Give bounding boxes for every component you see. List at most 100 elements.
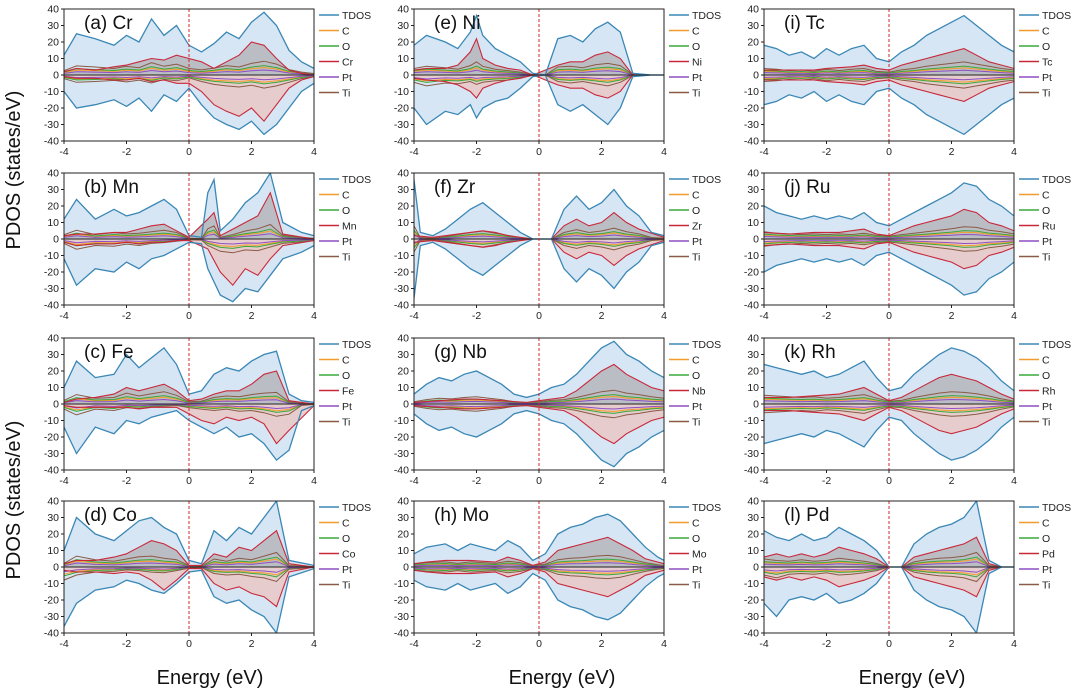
y-tick-label: -30 — [744, 448, 759, 460]
y-tick-label: 40 — [747, 496, 759, 508]
legend-label: Ni — [692, 57, 702, 69]
x-tick-label: -4 — [409, 310, 418, 322]
o-pdos-line-up — [764, 65, 1014, 74]
metal-pdos-line-down — [64, 240, 314, 287]
x-tick-label: 4 — [311, 475, 317, 487]
metal-up-fill — [64, 371, 314, 404]
y-tick-label: 20 — [397, 37, 409, 49]
legend-label: Ti — [692, 252, 700, 264]
x-tick-label: 4 — [661, 310, 667, 322]
x-tick-label: -4 — [59, 475, 68, 487]
o-pdos-line-up — [64, 395, 314, 405]
y-tick-label: 10 — [747, 217, 759, 229]
legend-label: Tc — [1042, 57, 1053, 69]
plot-area — [414, 513, 664, 621]
y-tick-label: 30 — [397, 349, 409, 361]
y-axis-label-top: PDOS (states/eV) — [3, 91, 25, 250]
y-tick-label: -30 — [394, 119, 409, 131]
metal-up-fill — [764, 209, 1014, 239]
x-tick-label: 4 — [1011, 146, 1017, 158]
legend-label: C — [692, 518, 700, 530]
y-tick-label: 10 — [397, 53, 409, 65]
x-tick-label: 2 — [599, 146, 605, 158]
x-tick-label: 0 — [886, 310, 892, 322]
y-tick-label: -10 — [744, 250, 759, 262]
x-tick-label: 4 — [1011, 310, 1017, 322]
tdos-line-up — [64, 346, 314, 404]
x-tick-label: 0 — [536, 310, 542, 322]
legend-label: TDOS — [1042, 502, 1071, 514]
y-tick-label: 20 — [747, 366, 759, 378]
y-tick-label: 40 — [47, 333, 59, 345]
legend-label: Fe — [342, 386, 354, 398]
legend-label: C — [1042, 190, 1050, 202]
y-tick-label: 10 — [47, 217, 59, 229]
x-tick-label: 4 — [661, 638, 667, 650]
y-tick-label: 30 — [47, 20, 59, 32]
x-tick-label: -2 — [822, 310, 831, 322]
y-tick-label: 0 — [403, 70, 409, 82]
metal-pdos-line-down — [64, 76, 314, 123]
x-tick-label: -4 — [759, 146, 768, 158]
y-tick-label: -20 — [744, 103, 759, 115]
y-tick-label: -30 — [44, 119, 59, 131]
legend-label: Ti — [692, 88, 700, 100]
x-tick-label: 2 — [949, 146, 955, 158]
legend-label: C — [692, 190, 700, 202]
x-tick-label: 0 — [186, 475, 192, 487]
y-tick-label: 20 — [747, 201, 759, 213]
x-tick-label: -2 — [472, 638, 481, 650]
legend-label: C — [342, 190, 350, 202]
plot-area — [414, 340, 664, 468]
y-tick-label: -40 — [44, 300, 59, 312]
pt-pdos-line-up — [64, 398, 314, 405]
pt-pdos-line-up — [64, 69, 314, 75]
x-tick-label: 2 — [599, 475, 605, 487]
y-tick-label: 20 — [397, 366, 409, 378]
legend-label: TDOS — [342, 339, 371, 351]
tdos-line-down — [414, 74, 664, 126]
legend-label: Ru — [1042, 221, 1056, 233]
legend-label: Mo — [692, 549, 707, 561]
metal-pdos-line-down — [414, 74, 664, 99]
y-tick-label: 40 — [397, 496, 409, 508]
legend-label: TDOS — [692, 502, 721, 514]
o-pdos-line-down — [64, 403, 314, 413]
c-pdos-line-down — [64, 75, 314, 83]
panel-title: (f) Zr — [434, 177, 476, 198]
y-tick-label: -10 — [44, 86, 59, 98]
panel-title: (k) Rh — [784, 342, 836, 363]
legend-label: O — [692, 41, 700, 53]
legend-label: C — [342, 26, 350, 38]
y-tick-label: 0 — [403, 399, 409, 411]
legend-label: TDOS — [692, 174, 721, 186]
x-tick-label: 2 — [599, 310, 605, 322]
legend-label: Pt — [692, 401, 702, 413]
y-tick-label: -40 — [394, 628, 409, 640]
y-tick-label: 30 — [47, 184, 59, 196]
metal-up-fill — [414, 212, 664, 239]
y-tick-label: 40 — [47, 496, 59, 508]
x-tick-label: 4 — [661, 475, 667, 487]
metal-pdos-line-up — [764, 208, 1014, 237]
y-tick-label: 30 — [747, 184, 759, 196]
y-tick-label: -30 — [394, 283, 409, 295]
panel-title: (e) Ni — [434, 13, 480, 34]
y-tick-label: -20 — [394, 432, 409, 444]
y-tick-label: 20 — [47, 366, 59, 378]
y-tick-label: -10 — [744, 86, 759, 98]
c-pdos-line-up — [64, 66, 314, 75]
y-tick-label: -10 — [44, 578, 59, 590]
legend-label: Cr — [342, 57, 354, 69]
y-tick-label: -40 — [744, 628, 759, 640]
x-tick-label: 0 — [536, 475, 542, 487]
ti-pdos-line-down — [64, 239, 314, 254]
legend-label: TDOS — [1042, 174, 1071, 186]
legend-label: Pt — [342, 401, 352, 413]
x-tick-label: -2 — [122, 638, 131, 650]
